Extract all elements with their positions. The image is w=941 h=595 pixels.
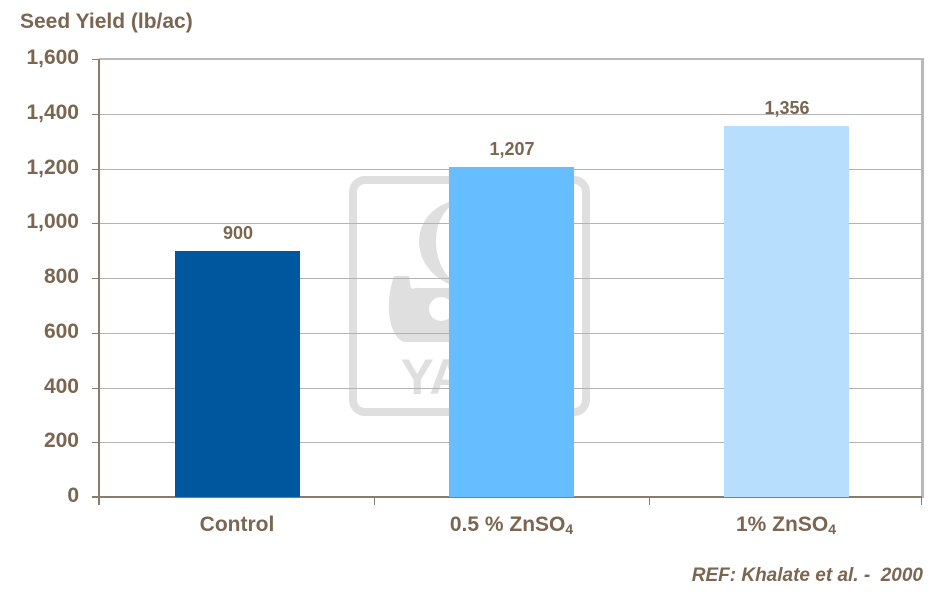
y-tick-label: 1,600 xyxy=(26,46,79,69)
y-tick-label: 1,200 xyxy=(26,156,79,179)
x-category-label: 1% ZnSO4 xyxy=(736,513,836,537)
y-tick xyxy=(92,442,99,443)
y-tick-label: 0 xyxy=(67,484,79,507)
x-tick xyxy=(374,497,375,505)
x-category-label: 0.5 % ZnSO4 xyxy=(449,513,574,537)
plot-frame-right xyxy=(921,58,924,498)
reference-note: REF: Khalate et al. - 2000 xyxy=(691,565,923,586)
x-category-label: Control xyxy=(199,513,275,536)
bar-0 xyxy=(175,251,300,497)
y-tick xyxy=(92,497,99,498)
bar-1 xyxy=(449,167,574,497)
y-tick-label: 400 xyxy=(43,375,79,398)
y-tick xyxy=(92,223,99,224)
y-axis-title: Seed Yield (lb/ac) xyxy=(20,10,193,33)
y-tick xyxy=(92,169,99,170)
y-tick xyxy=(92,59,99,60)
y-tick-label: 600 xyxy=(43,320,79,343)
y-tick-label: 200 xyxy=(43,429,79,452)
y-tick xyxy=(92,388,99,389)
y-axis-line xyxy=(98,59,100,505)
value-label: 1,207 xyxy=(489,139,535,159)
value-label: 900 xyxy=(222,223,254,243)
x-tick xyxy=(921,497,922,505)
plot-frame-top xyxy=(99,58,923,60)
x-axis-line xyxy=(92,496,922,498)
gridline xyxy=(100,114,921,115)
y-tick-label: 1,000 xyxy=(26,210,79,233)
y-tick xyxy=(92,333,99,334)
value-label: 1,356 xyxy=(764,98,810,118)
y-tick xyxy=(92,114,99,115)
x-tick xyxy=(649,497,650,505)
y-tick-label: 1,400 xyxy=(26,101,79,124)
bar-2 xyxy=(724,126,849,497)
y-tick xyxy=(92,278,99,279)
y-tick-label: 800 xyxy=(43,265,79,288)
